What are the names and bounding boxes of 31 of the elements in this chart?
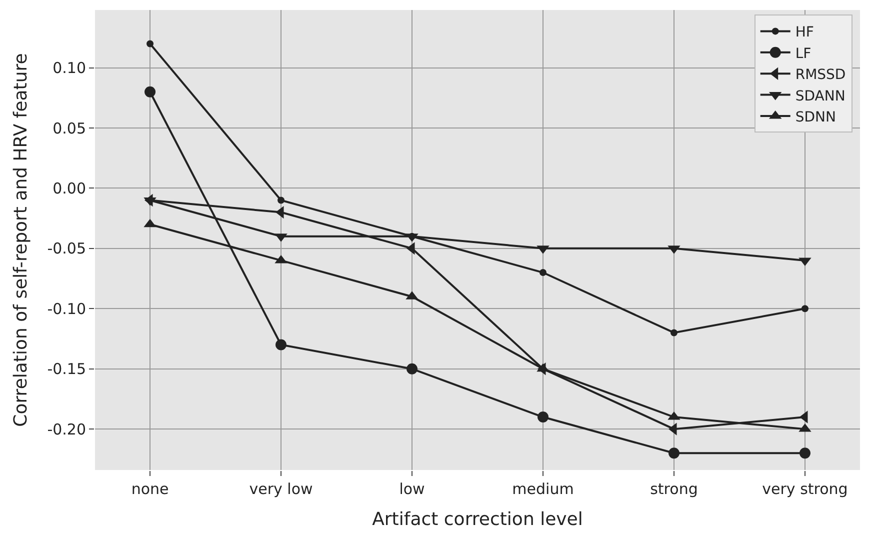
point <box>406 363 418 374</box>
y-tick-label: 0.10 <box>52 59 86 78</box>
x-tick-label: low <box>399 480 425 498</box>
legend-label: SDNN <box>795 109 836 126</box>
point <box>276 339 287 350</box>
x-tick-label: very strong <box>762 480 848 498</box>
point <box>278 196 285 204</box>
point <box>801 305 808 312</box>
point <box>668 448 680 459</box>
x-tick-label: none <box>131 480 169 498</box>
y-tick-label: -0.05 <box>47 240 86 258</box>
y-tick-label: 0.00 <box>52 179 86 198</box>
y-tick-label: 0.05 <box>52 119 86 138</box>
point <box>144 86 156 98</box>
point <box>538 412 548 423</box>
point <box>799 448 810 459</box>
x-tick-label: strong <box>650 480 698 498</box>
legend-label: RMSSD <box>795 67 846 84</box>
legend-label: SDANN <box>795 88 846 104</box>
y-axis-title: Correlation of self-report and HRV feature <box>10 53 32 427</box>
x-tick-label: medium <box>512 480 574 498</box>
x-tick-label: very low <box>249 480 313 498</box>
x-axis-title: Artifact correction level <box>372 509 583 530</box>
y-tick-label: -0.20 <box>47 420 86 438</box>
y-tick-label: -0.10 <box>47 300 86 318</box>
point <box>146 40 154 48</box>
legend-label: LF <box>795 46 812 62</box>
point <box>670 329 678 336</box>
point <box>540 269 546 276</box>
y-tick-label: -0.15 <box>47 360 86 378</box>
legend-label: HF <box>795 24 814 41</box>
